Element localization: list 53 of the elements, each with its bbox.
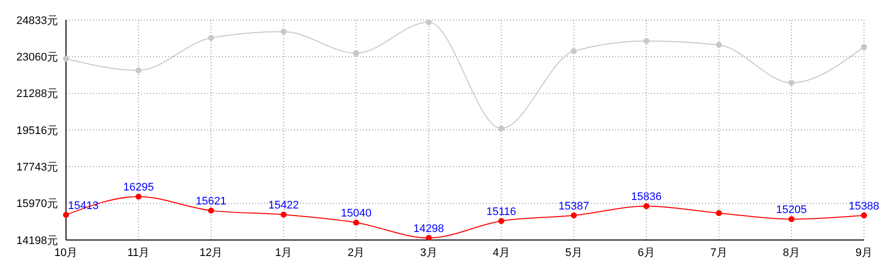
data-label: 15621	[196, 196, 226, 208]
point	[63, 56, 69, 62]
x-tick-label: 1月	[275, 246, 292, 259]
y-tick-label: 24833元	[16, 14, 58, 27]
y-tick-label: 17743元	[16, 162, 58, 174]
data-label: 15422	[268, 200, 299, 212]
y-tick-label: 19516元	[16, 124, 58, 137]
point	[861, 44, 867, 50]
point	[498, 125, 504, 132]
x-tick-label: 7月	[710, 246, 728, 259]
point	[716, 210, 722, 216]
point	[136, 194, 142, 200]
point	[426, 234, 432, 240]
point	[353, 50, 360, 56]
y-tick-label: 14198元	[16, 234, 58, 247]
point	[353, 220, 360, 226]
point	[280, 212, 287, 218]
data-label: 16295	[123, 182, 154, 194]
x-tick-label: 2月	[348, 246, 365, 259]
point	[643, 203, 650, 210]
x-tick-label: 12月	[199, 246, 223, 259]
x-tick-label: 5月	[565, 246, 582, 259]
point	[208, 208, 214, 214]
point	[570, 212, 577, 218]
point	[861, 212, 867, 218]
point	[498, 218, 504, 224]
y-tick-label: 15970元	[16, 198, 58, 210]
point	[63, 212, 69, 218]
point	[280, 28, 287, 35]
point	[788, 80, 794, 86]
x-tick-label: 8月	[782, 246, 800, 259]
data-label: 15116	[486, 206, 516, 218]
x-tick-label: 9月	[855, 246, 873, 259]
data-label: 15205	[776, 204, 807, 216]
x-tick-label: 11月	[127, 246, 150, 259]
point	[788, 216, 794, 222]
data-label: 15836	[631, 191, 662, 204]
x-tick-label: 10月	[54, 246, 78, 259]
point	[208, 34, 214, 41]
x-tick-label: 6月	[638, 246, 655, 259]
point	[643, 38, 650, 44]
data-label: 14298	[413, 222, 444, 235]
data-label: 15387	[558, 200, 590, 212]
point	[716, 42, 722, 48]
x-tick-label: 3月	[420, 246, 438, 259]
y-tick-label: 21288元	[16, 88, 58, 100]
point	[426, 20, 432, 26]
y-tick-label: 23060元	[16, 52, 58, 64]
point	[136, 67, 142, 74]
point	[570, 48, 577, 54]
x-tick-label: 4月	[492, 246, 510, 259]
data-label: 15388	[848, 200, 880, 212]
data-label: 15040	[340, 208, 372, 220]
